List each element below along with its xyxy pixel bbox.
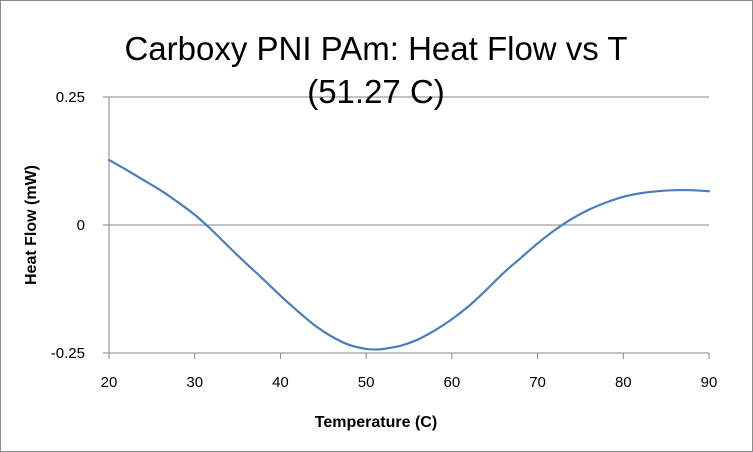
chart-title-line-1: Carboxy PNI PAm: Heat Flow vs T	[124, 30, 627, 67]
x-tick-label: 30	[186, 374, 203, 391]
series-line-heat-flow	[107, 158, 711, 351]
x-tick-label: 90	[701, 374, 718, 391]
chart-title-line-2: (51.27 C)	[307, 73, 445, 110]
x-tick-label: 70	[529, 374, 546, 391]
x-tick-label: 80	[615, 374, 632, 391]
x-tick-label: 50	[358, 374, 375, 391]
x-tick-label: 40	[272, 374, 289, 391]
x-axis-title: Temperature (C)	[315, 414, 437, 431]
y-tick-label: -0.25	[51, 345, 85, 362]
y-tick-labels: 0.25 0 -0.25	[51, 89, 85, 362]
gridlines	[103, 96, 709, 354]
axes	[108, 97, 710, 359]
x-tick-labels: 20 30 40 50 60 70 80 90	[101, 374, 718, 391]
y-tick-label: 0.25	[56, 89, 85, 106]
x-tick-label: 60	[444, 374, 461, 391]
series-group	[107, 158, 711, 351]
y-axis-title: Heat Flow (mW)	[23, 165, 40, 285]
y-tick-label: 0	[77, 217, 85, 234]
x-tick-label: 20	[101, 374, 118, 391]
